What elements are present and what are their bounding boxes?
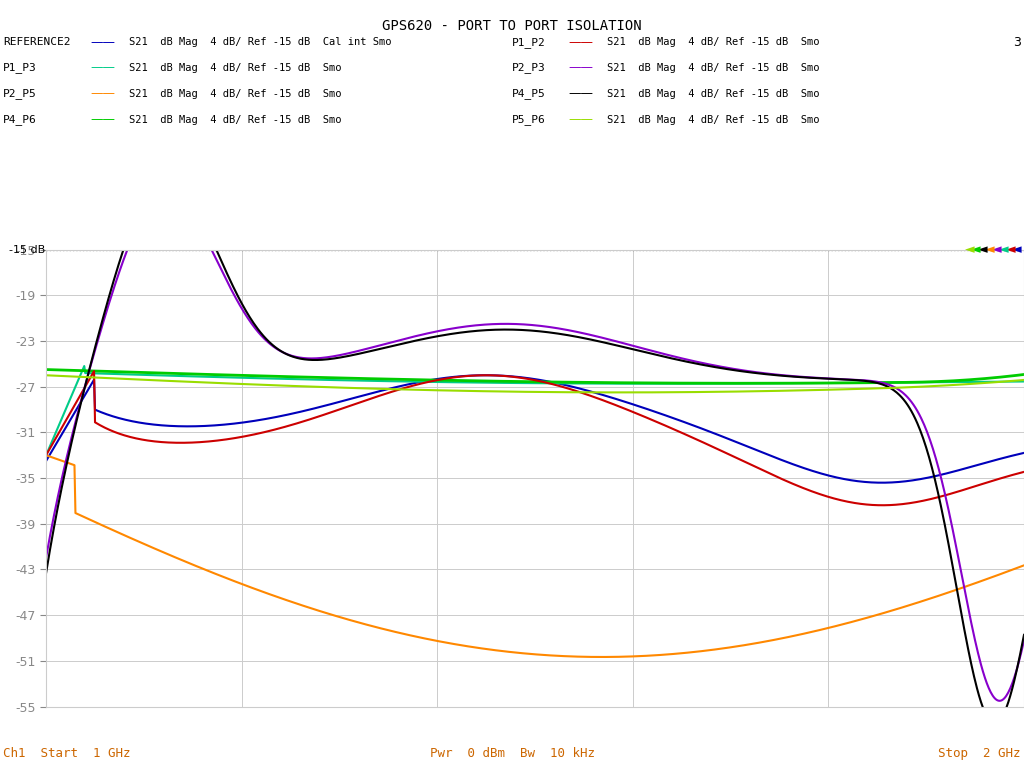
Text: ◄: ◄ <box>992 243 1001 256</box>
Text: Ch1  Start  1 GHz: Ch1 Start 1 GHz <box>3 747 131 760</box>
Text: S21  dB Mag  4 dB/ Ref -15 dB  Smo: S21 dB Mag 4 dB/ Ref -15 dB Smo <box>607 88 820 99</box>
Text: ——: —— <box>568 61 593 74</box>
Text: ——: —— <box>90 61 115 74</box>
Text: ——: —— <box>90 36 115 48</box>
Text: ◄: ◄ <box>1013 243 1022 256</box>
Text: ——: —— <box>568 36 593 48</box>
Text: ◄: ◄ <box>985 243 994 256</box>
Text: ——: —— <box>90 88 115 100</box>
Text: ——: —— <box>90 114 115 126</box>
Text: S21  dB Mag  4 dB/ Ref -15 dB  Cal int Smo: S21 dB Mag 4 dB/ Ref -15 dB Cal int Smo <box>129 37 391 48</box>
Text: S21  dB Mag  4 dB/ Ref -15 dB  Smo: S21 dB Mag 4 dB/ Ref -15 dB Smo <box>129 114 342 125</box>
Text: ——: —— <box>568 88 593 100</box>
Text: S21  dB Mag  4 dB/ Ref -15 dB  Smo: S21 dB Mag 4 dB/ Ref -15 dB Smo <box>129 88 342 99</box>
Text: S21  dB Mag  4 dB/ Ref -15 dB  Smo: S21 dB Mag 4 dB/ Ref -15 dB Smo <box>607 114 820 125</box>
Text: GPS620 - PORT TO PORT ISOLATION: GPS620 - PORT TO PORT ISOLATION <box>382 19 642 33</box>
Text: S21  dB Mag  4 dB/ Ref -15 dB  Smo: S21 dB Mag 4 dB/ Ref -15 dB Smo <box>607 62 820 73</box>
Text: P2_P3: P2_P3 <box>512 62 546 73</box>
Text: ——: —— <box>568 114 593 126</box>
Text: Stop  2 GHz: Stop 2 GHz <box>938 747 1021 760</box>
Text: -15 dB: -15 dB <box>9 244 45 255</box>
Text: ◄: ◄ <box>965 243 974 256</box>
Text: 3: 3 <box>1013 36 1021 48</box>
Text: Pwr  0 dBm  Bw  10 kHz: Pwr 0 dBm Bw 10 kHz <box>429 747 595 760</box>
Text: REFERENCE2: REFERENCE2 <box>3 37 71 48</box>
Text: ◄: ◄ <box>972 243 981 256</box>
Text: S21  dB Mag  4 dB/ Ref -15 dB  Smo: S21 dB Mag 4 dB/ Ref -15 dB Smo <box>129 62 342 73</box>
Text: ◄: ◄ <box>978 243 988 256</box>
Text: ◄: ◄ <box>1006 243 1015 256</box>
Text: P1_P3: P1_P3 <box>3 62 37 73</box>
Text: P1_P2: P1_P2 <box>512 37 546 48</box>
Text: P4_P6: P4_P6 <box>3 114 37 125</box>
Text: ◄: ◄ <box>998 243 1009 256</box>
Text: P5_P6: P5_P6 <box>512 114 546 125</box>
Text: P2_P5: P2_P5 <box>3 88 37 99</box>
Text: S21  dB Mag  4 dB/ Ref -15 dB  Smo: S21 dB Mag 4 dB/ Ref -15 dB Smo <box>607 37 820 48</box>
Text: P4_P5: P4_P5 <box>512 88 546 99</box>
